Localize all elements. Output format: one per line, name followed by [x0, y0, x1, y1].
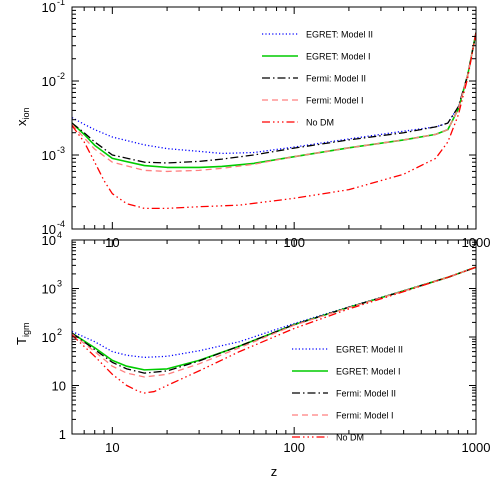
legend: EGRET: Model II EGRET: Model I Fermi: Mode…	[262, 30, 373, 128]
y-axis-title: xion	[14, 107, 31, 126]
axis-ticks	[71, 7, 476, 230]
axis-ticks	[71, 240, 476, 435]
series-line-fermi-model-i	[72, 32, 476, 173]
legend-label: Fermi: Model II	[306, 74, 366, 84]
plot-frame	[71, 239, 477, 435]
y-axis-title-sub: ion	[21, 107, 31, 119]
series-line-egret-model-ii	[72, 266, 476, 359]
y-tick-label: 10	[42, 74, 56, 89]
series-line-fermi-model-ii	[72, 32, 476, 164]
legend-label: Fermi: Model I	[336, 411, 394, 421]
y-axis-title-main: T	[14, 337, 29, 345]
y-tick-label: 10	[42, 0, 56, 15]
y-tick-exponent: -1	[57, 0, 65, 7]
series-line-egret-model-i	[72, 266, 476, 371]
legend-label: EGRET: Model II	[336, 345, 403, 355]
y-tick-label: 10	[42, 330, 56, 345]
legend-label: Fermi: Model I	[306, 96, 364, 106]
series-lines	[72, 32, 476, 210]
y-tick-exponent: 3	[57, 279, 62, 289]
x-axis-title: z	[271, 464, 278, 479]
y-axis-title: Tigm	[14, 323, 31, 345]
y-tick-exponent: -3	[57, 145, 65, 155]
y-tick-label: 10	[42, 282, 56, 297]
y-tick-exponent: -2	[57, 71, 65, 81]
legend-label: No DM	[306, 118, 334, 128]
legend-label: No DM	[336, 433, 364, 443]
series-lines	[72, 266, 476, 394]
y-tick-exponent: 2	[57, 327, 62, 337]
y-tick-label: 10	[42, 233, 56, 248]
y-tick-label: 10	[42, 222, 56, 237]
series-line-no-dm	[72, 32, 476, 210]
y-tick-exponent: 4	[57, 230, 62, 240]
legend-label: EGRET: Model II	[306, 30, 373, 40]
y-axis-title-sub: igm	[21, 323, 31, 338]
legend: EGRET: Model II EGRET: Model I Fermi: Mode…	[292, 345, 403, 443]
legend-label: Fermi: Model II	[336, 389, 396, 399]
x-tick-label: 1000	[462, 440, 491, 455]
y-axis-title-main: x	[14, 119, 29, 126]
y-tick-label: 1	[59, 427, 66, 442]
legend-label: EGRET: Model I	[306, 52, 371, 62]
series-line-no-dm	[72, 266, 476, 394]
x-tick-label: 100	[283, 440, 305, 455]
series-line-egret-model-ii	[72, 32, 476, 155]
series-line-fermi-model-i	[72, 266, 476, 378]
legend-label: EGRET: Model I	[336, 367, 401, 377]
plot-frame	[71, 6, 477, 230]
x-tick-label: 10	[105, 440, 119, 455]
y-tick-exponent: -4	[57, 219, 65, 229]
series-line-fermi-model-ii	[72, 266, 476, 374]
y-tick-label: 10	[52, 379, 66, 394]
y-tick-label: 10	[42, 148, 56, 163]
